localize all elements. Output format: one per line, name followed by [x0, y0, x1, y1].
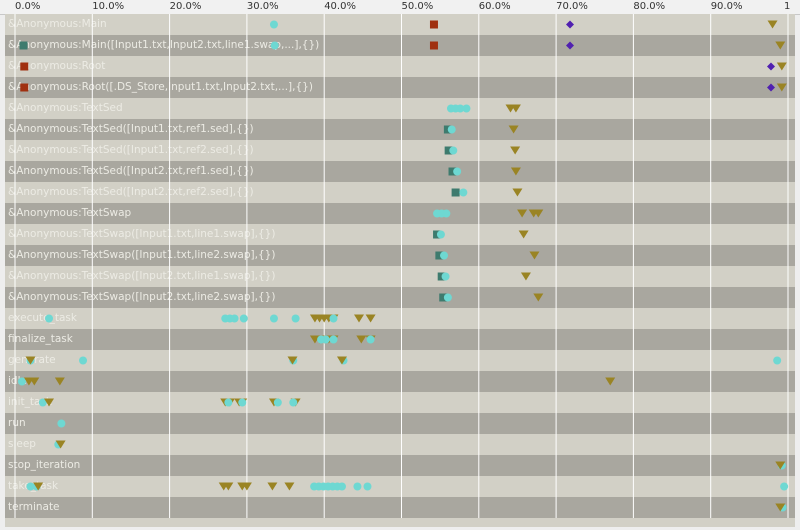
row-label: &Anonymous:TextSwap([Input2.txt,line1.sw… [8, 270, 276, 282]
timeline-row[interactable]: sleep [5, 434, 795, 455]
row-label: &Anonymous:TextSed([Input2.txt,ref2.sed]… [8, 186, 254, 198]
timeline-row[interactable]: run [5, 413, 795, 434]
timeline-row[interactable]: &Anonymous:TextSed([Input1.txt,ref1.sed]… [5, 119, 795, 140]
axis-tick-label: 30.0% [246, 1, 279, 12]
timeline-row[interactable]: finalize_task [5, 329, 795, 350]
timeline-row[interactable]: stop_iteration [5, 455, 795, 476]
row-label: &Anonymous:TextSed([Input1.txt,ref2.sed]… [8, 144, 254, 156]
timeline-row[interactable]: &Anonymous:Root([.DS_Store,Input1.txt,In… [5, 77, 795, 98]
row-label: &Anonymous:Root [8, 60, 106, 72]
timeline-row[interactable]: execute_task [5, 308, 795, 329]
timeline-row[interactable]: init_task [5, 392, 795, 413]
axis-tick-label: 40.0% [324, 1, 356, 12]
row-label: idle [8, 375, 27, 387]
time-axis: 0.0% 10.0% 20.0% 30.0% 40.0% 50.0% 60.0% 70.0% 8… [0, 0, 800, 15]
timeline-row[interactable]: terminate [5, 497, 795, 518]
row-label: &Anonymous:TextSed([Input2.txt,ref1.sed]… [8, 165, 254, 177]
row-label: &Anonymous:TextSed [8, 102, 123, 114]
timeline-row[interactable]: &Anonymous:TextSwap([Input1.txt,line2.sw… [5, 245, 795, 266]
row-label: finalize_task [8, 333, 73, 345]
row-label: &Anonymous:TextSwap([Input2.txt,line2.sw… [8, 291, 276, 303]
row-label: init_task [8, 396, 52, 408]
row-label: execute_task [8, 312, 77, 324]
row-label: stop_iteration [8, 459, 81, 471]
row-label: &Anonymous:Main([Input1.txt,Input2.txt,l… [8, 39, 320, 51]
timeline-row[interactable]: &Anonymous:Root [5, 56, 795, 77]
timeline-rows: &Anonymous:Main &Anonymous:Main([Input1.t… [5, 14, 795, 518]
axis-tick-label: 80.0% [633, 1, 666, 12]
timeline-row[interactable]: &Anonymous:Main [5, 14, 795, 35]
row-label: take_task [8, 480, 59, 492]
timeline-row[interactable]: idle [5, 371, 795, 392]
timeline-row[interactable]: take_task [5, 476, 795, 497]
timeline-row[interactable]: &Anonymous:TextSed([Input2.txt,ref1.sed]… [5, 161, 795, 182]
timeline-row[interactable]: &Anonymous:TextSwap [5, 203, 795, 224]
timeline-row[interactable]: &Anonymous:TextSed [5, 98, 795, 119]
row-label: terminate [8, 501, 60, 513]
row-label: &Anonymous:Root([.DS_Store,Input1.txt,In… [8, 81, 313, 93]
row-label: run [8, 417, 26, 429]
row-label: &Anonymous:TextSed([Input1.txt,ref1.sed]… [8, 123, 254, 135]
row-label: generate [8, 354, 56, 366]
bottom-strip [5, 518, 795, 527]
axis-tick-label: 1 [784, 1, 791, 12]
row-label: sleep [8, 438, 36, 450]
axis-tick-label: 70.0% [556, 1, 588, 12]
axis-tick-label: 20.0% [169, 1, 202, 12]
axis-tick-label: 50.0% [401, 1, 434, 12]
timeline-row[interactable]: &Anonymous:TextSed([Input2.txt,ref2.sed]… [5, 182, 795, 203]
timeline-row[interactable]: &Anonymous:Main([Input1.txt,Input2.txt,l… [5, 35, 795, 56]
axis-tick-label: 90.0% [710, 1, 743, 12]
row-label: &Anonymous:TextSwap([Input1.txt,line1.sw… [8, 228, 276, 240]
row-label: &Anonymous:TextSwap([Input1.txt,line2.sw… [8, 249, 276, 261]
row-label: &Anonymous:Main [8, 18, 107, 30]
timeline-row[interactable]: &Anonymous:TextSed([Input1.txt,ref2.sed]… [5, 140, 795, 161]
axis-tick-label: 60.0% [478, 1, 511, 12]
timeline-row[interactable]: &Anonymous:TextSwap([Input2.txt,line1.sw… [5, 266, 795, 287]
axis-tick-label: 0.0% [15, 1, 41, 12]
timeline-row[interactable]: &Anonymous:TextSwap([Input2.txt,line2.sw… [5, 287, 795, 308]
timeline-row[interactable]: &Anonymous:TextSwap([Input1.txt,line1.sw… [5, 224, 795, 245]
row-label: &Anonymous:TextSwap [8, 207, 132, 219]
axis-tick-label: 10.0% [92, 1, 125, 12]
timeline-row[interactable]: generate [5, 350, 795, 371]
